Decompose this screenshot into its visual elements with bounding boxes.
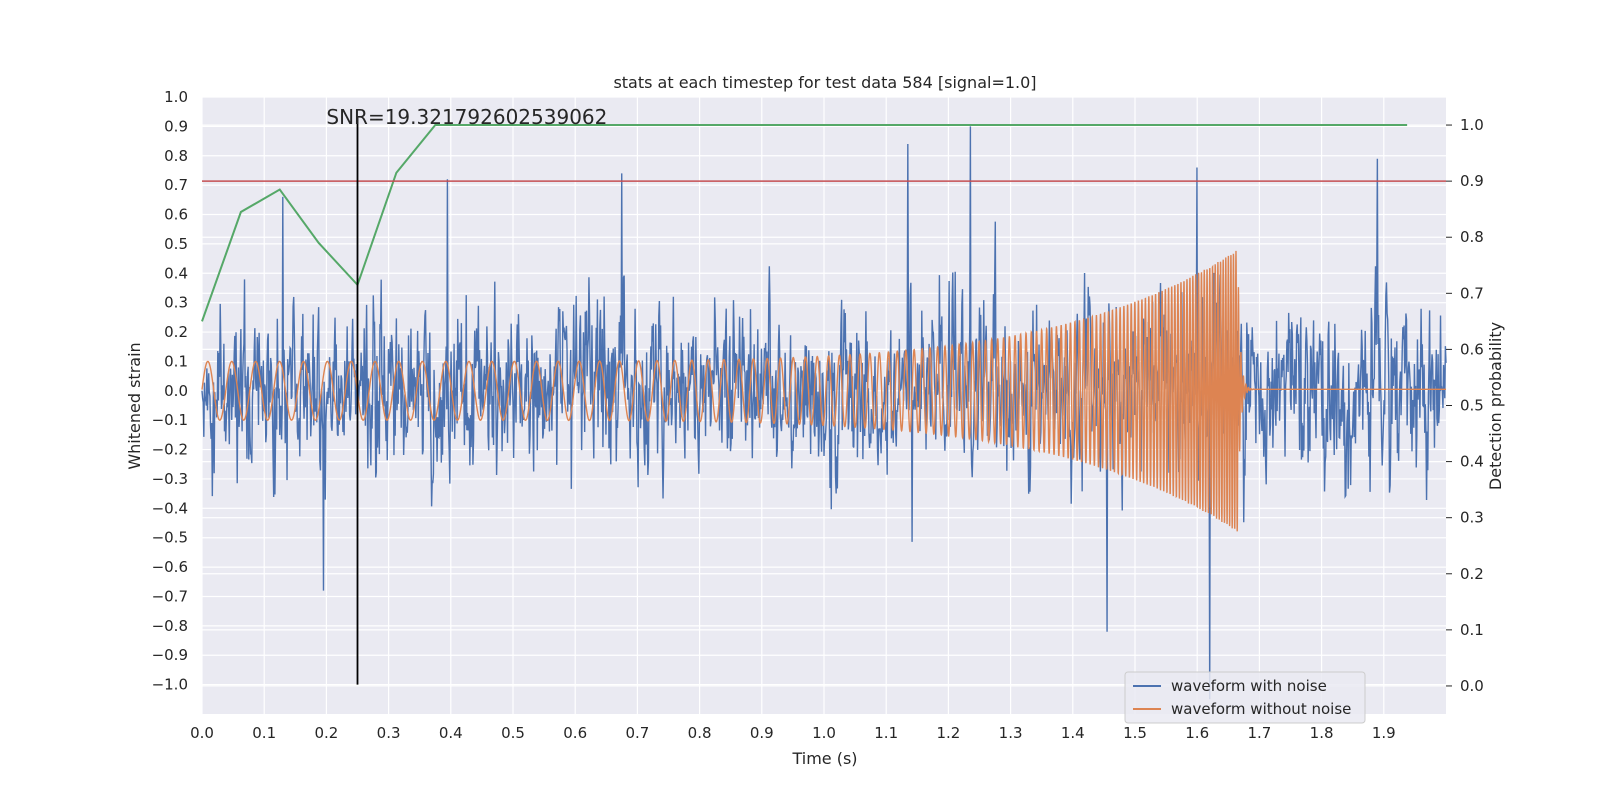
x-tick-label: 1.3 (999, 724, 1023, 742)
y2-axis-label: Detection probability (1486, 322, 1505, 490)
y2-tick-label: 0.1 (1460, 621, 1484, 639)
y-tick-label: 0.4 (164, 264, 188, 282)
clean-waveform-line (201, 250, 1446, 532)
y2-tick-label: 0.4 (1460, 453, 1484, 471)
x-tick-label: 1.6 (1185, 724, 1209, 742)
y-tick-label: −0.4 (152, 499, 188, 517)
x-tick-label: 0.8 (688, 724, 712, 742)
y2-tick-label: 1.0 (1460, 116, 1484, 134)
y-tick-label: −0.5 (152, 529, 188, 547)
y2-tick-label: 0.0 (1460, 677, 1484, 695)
y-axis-ticks: 1.0 0.9 0.8 0.7 0.6 0.5 0.4 0.3 0.2 0.1 0.0 −0.1 −0.… (152, 88, 188, 694)
x-tick-label: 0.1 (252, 724, 276, 742)
grid (201, 96, 1446, 714)
x-tick-label: 1.4 (1061, 724, 1085, 742)
x-tick-label: 1.5 (1123, 724, 1147, 742)
y2-tick-label: 0.9 (1460, 172, 1484, 190)
y-tick-label: 0.7 (164, 176, 188, 194)
y-axis-label: Whitened strain (125, 342, 144, 469)
y-tick-label: −0.8 (152, 617, 188, 635)
legend: waveform with noise waveform without noi… (1124, 671, 1366, 724)
series-detection-probability (201, 124, 1408, 322)
y-tick-label: 0.9 (164, 117, 188, 135)
x-tick-label: 0.7 (625, 724, 649, 742)
y-tick-label: −0.2 (152, 441, 188, 459)
y-tick-label: −1.0 (152, 676, 188, 694)
x-tick-label: 0.2 (314, 724, 338, 742)
x-tick-label: 1.7 (1247, 724, 1271, 742)
series-waveform-without-noise (201, 250, 1446, 532)
y-tick-label: 0.6 (164, 206, 188, 224)
x-tick-label: 1.2 (936, 724, 960, 742)
legend-box (1124, 671, 1366, 724)
y-tick-label: −0.7 (152, 587, 188, 605)
y2-tick-label: 0.3 (1460, 509, 1484, 527)
y-tick-label: 0.8 (164, 147, 188, 165)
y-tick-label: 0.2 (164, 323, 188, 341)
x-tick-label: 1.9 (1372, 724, 1396, 742)
x-tick-label: 1.8 (1310, 724, 1334, 742)
y-tick-label: 0.5 (164, 235, 188, 253)
snr-annotation: SNR=19.321792602539062 (326, 105, 607, 129)
y2-tick-label: 0.2 (1460, 565, 1484, 583)
y-tick-label: −0.6 (152, 558, 188, 576)
y2-tick-label: 0.7 (1460, 284, 1484, 302)
x-tick-label: 0.0 (190, 724, 214, 742)
y2-tick-label: 0.8 (1460, 228, 1484, 246)
y-tick-label: 0.0 (164, 382, 188, 400)
x-tick-label: 1.0 (812, 724, 836, 742)
x-tick-label: 0.4 (439, 724, 463, 742)
x-tick-label: 0.6 (563, 724, 587, 742)
y2-tick-label: 0.5 (1460, 397, 1484, 415)
y2-tick-label: 0.6 (1460, 340, 1484, 358)
detection-probability-line (201, 124, 1408, 322)
x-tick-label: 0.3 (377, 724, 401, 742)
x-tick-label: 0.9 (750, 724, 774, 742)
x-tick-label: 0.5 (501, 724, 525, 742)
legend-label-clean: waveform without noise (1171, 700, 1351, 718)
y-tick-label: −0.3 (152, 470, 188, 488)
x-axis-ticks: 0.0 0.1 0.2 0.3 0.4 0.5 0.6 0.7 0.8 0.9 1.0 1.1 1.2 1… (190, 724, 1396, 742)
legend-label-noise: waveform with noise (1171, 677, 1327, 695)
y-tick-label: 0.3 (164, 294, 188, 312)
overlays (202, 117, 1446, 685)
x-tick-label: 1.1 (874, 724, 898, 742)
chart-title: stats at each timestep for test data 584… (613, 73, 1036, 92)
y-tick-label: 0.1 (164, 352, 188, 370)
y2-axis-ticks: 1.0 0.9 0.8 0.7 0.6 0.5 0.4 0.3 0.2 0.1 0.0 (1446, 116, 1484, 695)
x-axis-label: Time (s) (791, 749, 857, 768)
y-tick-label: −0.1 (152, 411, 188, 429)
y-tick-label: −0.9 (152, 646, 188, 664)
y-tick-label: 1.0 (164, 88, 188, 106)
